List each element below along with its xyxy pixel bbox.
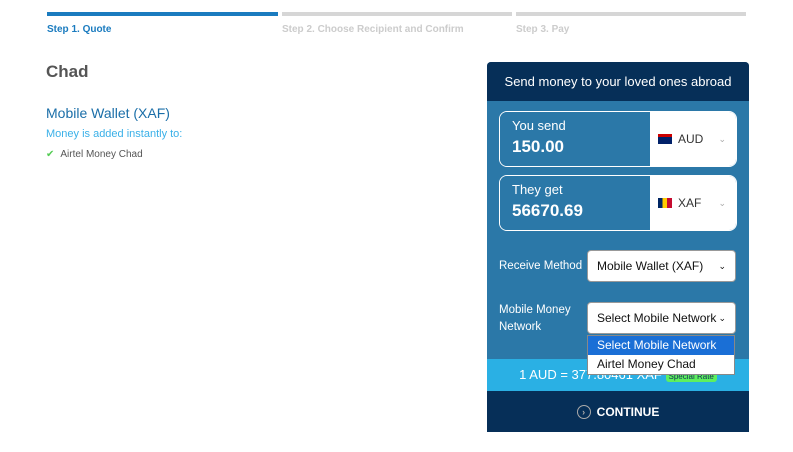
quote-card: Send money to your loved ones abroad You… xyxy=(487,62,749,432)
send-label: You send xyxy=(512,118,566,133)
get-amount-input[interactable]: 56670.69 xyxy=(512,201,583,220)
step-3-bar xyxy=(516,12,746,16)
chevron-down-icon: ⌄ xyxy=(718,197,726,208)
network-value: Select Mobile Network xyxy=(597,311,717,325)
step-1-bar xyxy=(47,12,278,16)
provider-item: ✔ Airtel Money Chad xyxy=(46,149,143,160)
network-label: Mobile Money Network xyxy=(499,304,571,333)
continue-button[interactable]: › CONTINUE xyxy=(487,391,749,432)
australia-flag-icon xyxy=(658,134,672,144)
country-title: Chad xyxy=(46,62,89,81)
special-rate-badge: Special Rate xyxy=(665,371,717,382)
chevron-down-icon: ⌄ xyxy=(718,260,726,271)
chevron-down-icon: ⌄ xyxy=(718,312,726,323)
chevron-down-icon: ⌄ xyxy=(718,133,726,144)
receive-method-select[interactable]: Mobile Wallet (XAF) ⌄ xyxy=(587,250,736,282)
get-currency: XAF xyxy=(678,196,702,210)
you-send-field[interactable]: You send 150.00 AUD ⌄ xyxy=(499,111,737,167)
continue-label: CONTINUE xyxy=(596,404,660,419)
network-select[interactable]: Select Mobile Network ⌄ xyxy=(587,302,736,334)
step-1-label: Step 1. Quote xyxy=(47,24,112,35)
send-currency-select[interactable]: AUD ⌄ xyxy=(650,112,736,166)
chevron-right-circle-icon: › xyxy=(576,404,591,419)
network-option[interactable]: Select Mobile Network xyxy=(588,336,734,355)
send-amount-input[interactable]: 150.00 xyxy=(512,137,564,156)
they-get-field[interactable]: They get 56670.69 XAF ⌄ xyxy=(499,175,737,231)
method-title: Mobile Wallet (XAF) xyxy=(46,105,170,121)
check-icon: ✔ xyxy=(46,149,55,160)
network-option[interactable]: Airtel Money Chad xyxy=(597,357,696,371)
card-title: Send money to your loved ones abroad xyxy=(487,62,749,101)
receive-method-value: Mobile Wallet (XAF) xyxy=(597,259,704,273)
get-label: They get xyxy=(512,182,563,197)
added-text: Money is added instantly to: xyxy=(46,128,183,140)
get-currency-select[interactable]: XAF ⌄ xyxy=(650,176,736,230)
chad-flag-icon xyxy=(658,198,672,208)
network-dropdown: Select Mobile Network Airtel Money Chad xyxy=(587,335,735,375)
step-3-label: Step 3. Pay xyxy=(516,24,570,35)
send-currency: AUD xyxy=(678,132,704,146)
step-2-label: Step 2. Choose Recipient and Confirm xyxy=(282,24,464,35)
step-2-bar xyxy=(282,12,512,16)
receive-method-label: Receive Method xyxy=(499,260,583,272)
